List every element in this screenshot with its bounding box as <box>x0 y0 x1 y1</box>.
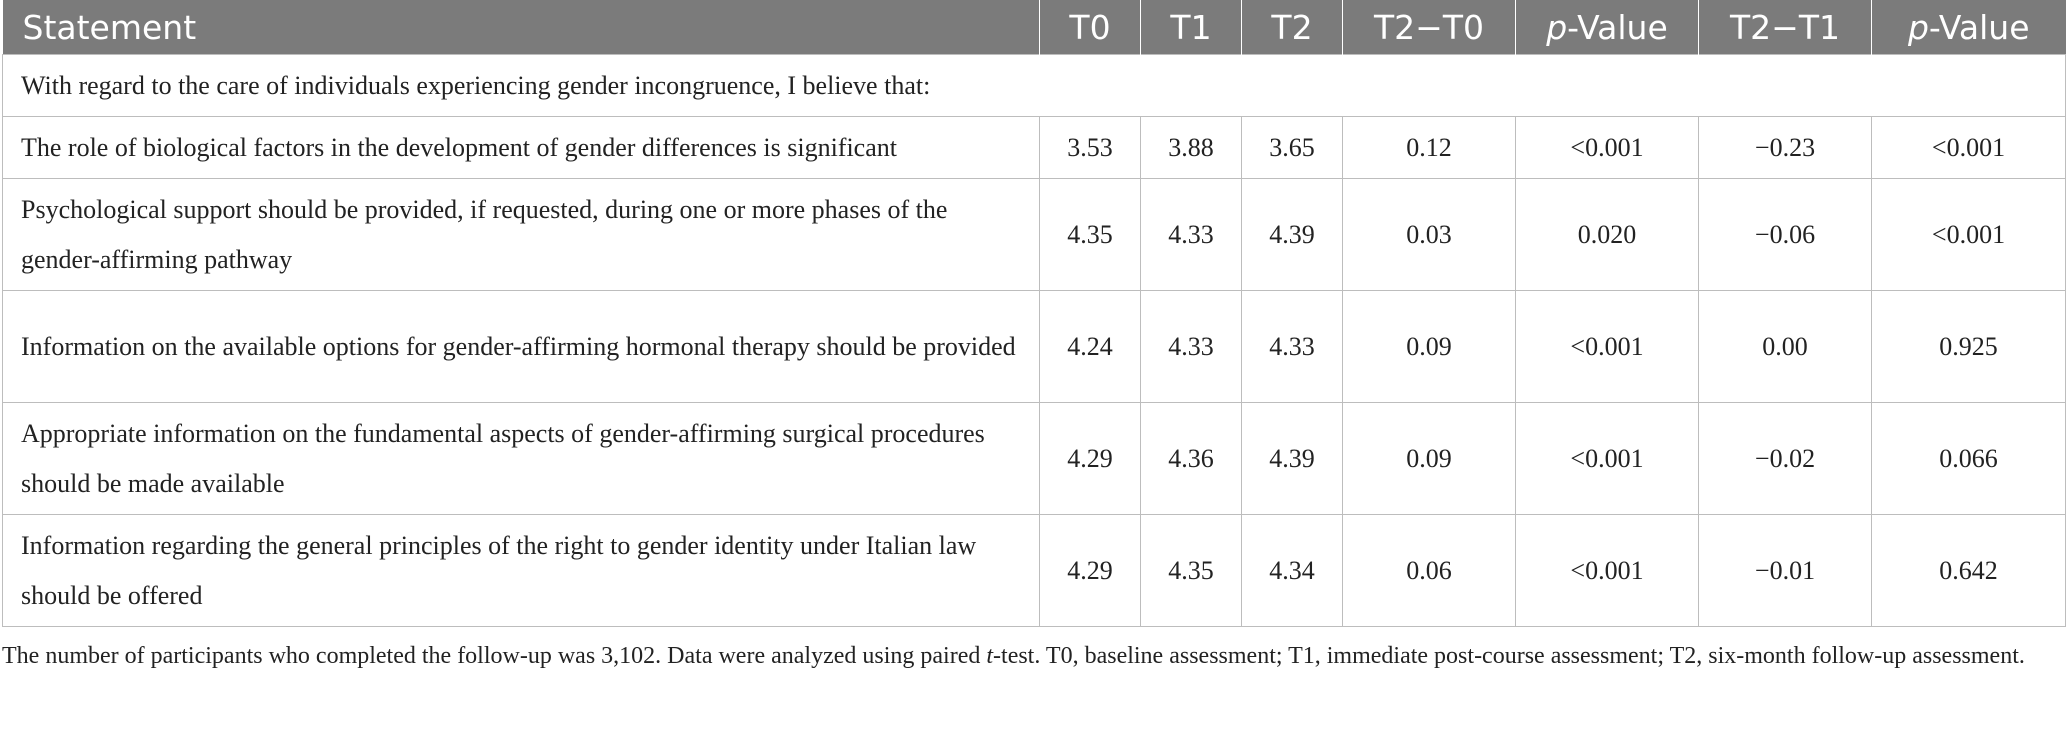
header-t2: T2 <box>1241 0 1343 55</box>
results-table-figure: Statement T0 T1 T2 T2−T0 p-Value T2−T1 p… <box>2 0 2066 669</box>
statement-cell: Information on the available options for… <box>2 290 1040 403</box>
t2-t0-cell: 0.12 <box>1342 116 1516 179</box>
t2-cell: 4.34 <box>1241 514 1343 627</box>
t0-cell: 4.29 <box>1039 402 1141 515</box>
header-p-value-2: p-Value <box>1871 0 2066 55</box>
t2-t0-cell: 0.06 <box>1342 514 1516 627</box>
p-value-1-cell: 0.020 <box>1515 178 1699 291</box>
t0-cell: 4.29 <box>1039 514 1141 627</box>
header-t2-t0: T2−T0 <box>1342 0 1516 55</box>
t0-cell: 3.53 <box>1039 116 1141 179</box>
t2-t1-cell: 0.00 <box>1698 290 1872 403</box>
p-value-1-cell: <0.001 <box>1515 116 1699 179</box>
intro-row: With regard to the care of individuals e… <box>2 54 2066 117</box>
p-value-2-cell: <0.001 <box>1871 178 2066 291</box>
p-value-1-cell: <0.001 <box>1515 402 1699 515</box>
p-value-2-cell: 0.066 <box>1871 402 2066 515</box>
t0-cell: 4.35 <box>1039 178 1141 291</box>
table-row: Appropriate information on the fundament… <box>2 402 2066 515</box>
header-t2-t1: T2−T1 <box>1698 0 1872 55</box>
intro-text: With regard to the care of individuals e… <box>2 54 2066 117</box>
table-row: The role of biological factors in the de… <box>2 116 2066 179</box>
t2-cell: 4.33 <box>1241 290 1343 403</box>
header-p-value-1: p-Value <box>1515 0 1699 55</box>
t2-t1-cell: −0.01 <box>1698 514 1872 627</box>
statement-cell: Information regarding the general princi… <box>2 514 1040 627</box>
header-statement: Statement <box>2 0 1040 55</box>
t2-cell: 3.65 <box>1241 116 1343 179</box>
table-row: Psychological support should be provided… <box>2 178 2066 291</box>
t2-cell: 4.39 <box>1241 178 1343 291</box>
t1-cell: 3.88 <box>1140 116 1242 179</box>
t1-cell: 4.33 <box>1140 290 1242 403</box>
t1-cell: 4.36 <box>1140 402 1242 515</box>
statement-cell: The role of biological factors in the de… <box>2 116 1040 179</box>
statement-cell: Appropriate information on the fundament… <box>2 402 1040 515</box>
header-t0: T0 <box>1039 0 1141 55</box>
t2-t1-cell: −0.23 <box>1698 116 1872 179</box>
p-value-2-cell: 0.642 <box>1871 514 2066 627</box>
t1-cell: 4.33 <box>1140 178 1242 291</box>
table-footnote: The number of participants who completed… <box>2 643 2025 669</box>
p-value-1-cell: <0.001 <box>1515 514 1699 627</box>
t2-t0-cell: 0.09 <box>1342 290 1516 403</box>
table-row: Information regarding the general princi… <box>2 514 2066 627</box>
t2-t1-cell: −0.06 <box>1698 178 1872 291</box>
t0-cell: 4.24 <box>1039 290 1141 403</box>
t2-t0-cell: 0.03 <box>1342 178 1516 291</box>
p-value-2-cell: 0.925 <box>1871 290 2066 403</box>
header-t1: T1 <box>1140 0 1242 55</box>
t2-t0-cell: 0.09 <box>1342 402 1516 515</box>
table-row: Information on the available options for… <box>2 290 2066 403</box>
t1-cell: 4.35 <box>1140 514 1242 627</box>
statement-cell: Psychological support should be provided… <box>2 178 1040 291</box>
t2-cell: 4.39 <box>1241 402 1343 515</box>
header-row: Statement T0 T1 T2 T2−T0 p-Value T2−T1 p… <box>2 0 2066 55</box>
t2-t1-cell: −0.02 <box>1698 402 1872 515</box>
p-value-1-cell: <0.001 <box>1515 290 1699 403</box>
results-table: Statement T0 T1 T2 T2−T0 p-Value T2−T1 p… <box>2 0 2066 627</box>
p-value-2-cell: <0.001 <box>1871 116 2066 179</box>
